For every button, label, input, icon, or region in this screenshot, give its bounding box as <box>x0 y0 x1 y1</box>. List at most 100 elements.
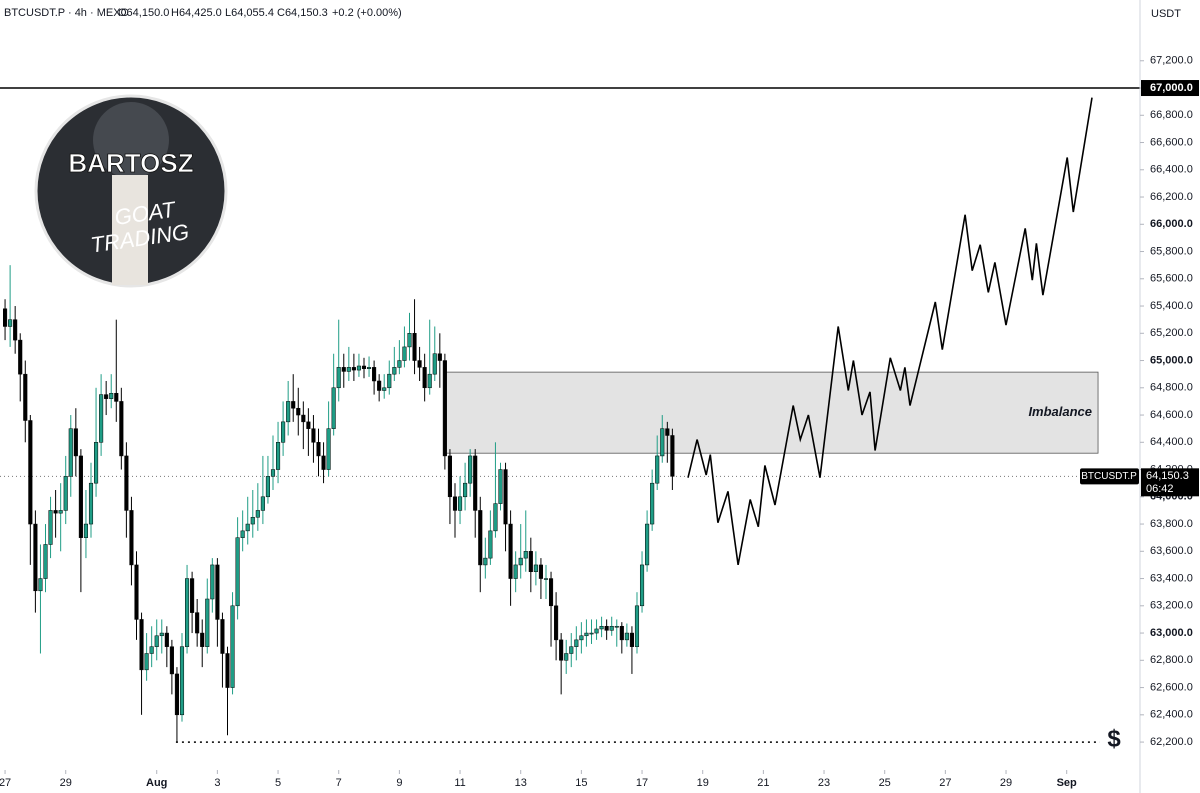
header-high: H64,425.0 <box>171 7 222 19</box>
candle-body <box>392 367 397 375</box>
candle-body <box>104 394 109 399</box>
candle-body <box>645 523 650 566</box>
logo: BARTOSZ GOAT TRADING <box>34 94 228 288</box>
projection-line <box>687 97 1093 566</box>
candle-body <box>99 394 104 443</box>
candle-body <box>346 367 351 372</box>
candle-body <box>604 625 609 631</box>
header-open: O64,150.0 <box>118 7 169 19</box>
header-change: +0.2 (+0.00%) <box>332 7 402 19</box>
y-tick-label: 62,600.0 <box>1150 681 1193 693</box>
y-tick-label: 65,800.0 <box>1150 245 1193 257</box>
candle-body <box>230 605 235 688</box>
candle-body <box>3 308 8 327</box>
candle-body <box>503 469 508 525</box>
candle-body <box>660 428 665 457</box>
candle-body <box>498 469 503 504</box>
candle-body <box>594 628 599 634</box>
x-tick-label: 21 <box>757 777 769 789</box>
candle-body <box>382 387 387 391</box>
x-tick-label: 5 <box>275 777 281 789</box>
candle-body <box>8 319 13 327</box>
x-tick-label: 17 <box>636 777 648 789</box>
candle-body <box>437 353 442 361</box>
x-tick-label: 29 <box>1000 777 1012 789</box>
candle-body <box>397 360 402 368</box>
x-tick-label: 27 <box>939 777 951 789</box>
x-tick-label: 29 <box>60 777 72 789</box>
candle-body <box>139 619 144 671</box>
x-tick-label: Sep <box>1057 777 1077 789</box>
candle-body <box>372 367 377 382</box>
candle-body <box>205 598 210 647</box>
candle-body <box>296 407 301 416</box>
candle-body <box>468 455 473 484</box>
candle-body <box>427 373 432 389</box>
candle-body <box>442 360 447 457</box>
candle-body <box>306 421 311 429</box>
y-tick-label: 66,200.0 <box>1150 191 1193 203</box>
symbol-tag <box>1080 468 1139 485</box>
currency: USDT <box>1151 8 1181 20</box>
candle-body <box>83 523 88 538</box>
candle-body <box>336 367 341 389</box>
header-symbol: BTCUSDT.P · 4h · MEXC <box>4 7 129 19</box>
candle-body <box>559 639 564 661</box>
candle-body <box>33 523 38 592</box>
y-tick-label: 63,600.0 <box>1150 545 1193 557</box>
candle-body <box>109 392 114 399</box>
candle-body <box>528 551 533 572</box>
countdown-label: 06:42 <box>1146 483 1174 495</box>
target-symbol: $ <box>1107 725 1121 752</box>
candle-body <box>154 635 159 647</box>
candle-body <box>407 333 412 348</box>
y-tick-label: 65,600.0 <box>1150 273 1193 285</box>
candle-body <box>73 428 78 457</box>
candle-body <box>23 373 28 421</box>
candle-body <box>452 496 458 511</box>
candle-body <box>321 455 326 470</box>
candle-body <box>478 510 483 566</box>
x-tick-label: 7 <box>336 777 342 789</box>
candle-body <box>599 625 604 630</box>
candle-body <box>240 530 245 538</box>
x-tick-label: 3 <box>214 777 220 789</box>
level-tag <box>1141 80 1199 97</box>
logo-name: BARTOSZ <box>68 148 193 178</box>
candle-body <box>164 632 169 647</box>
candle-body <box>624 632 629 641</box>
candle-body <box>447 455 452 498</box>
candle-body <box>316 442 321 457</box>
candle-body <box>270 469 276 477</box>
candle-body <box>331 387 336 429</box>
candle-body <box>38 578 43 592</box>
y-tick-label: 63,000.0 <box>1150 627 1193 639</box>
y-tick-label: 65,400.0 <box>1150 300 1193 312</box>
candle-body <box>650 482 655 525</box>
y-tick-label: 67,200.0 <box>1150 55 1193 67</box>
candle-body <box>235 537 240 607</box>
candle-body <box>134 564 139 620</box>
candle-body <box>483 557 488 566</box>
candle-body <box>245 523 250 532</box>
candle-body <box>275 442 281 470</box>
candle-body <box>265 476 270 498</box>
candle-body <box>311 428 316 443</box>
x-tick-label: 23 <box>818 777 830 789</box>
candle-body <box>614 625 619 628</box>
candle-body <box>589 632 594 635</box>
candle-body <box>94 442 99 484</box>
candle-body <box>564 653 569 661</box>
candle-body <box>58 510 63 514</box>
x-tick-label: 25 <box>879 777 891 789</box>
candle-body <box>543 578 549 580</box>
candle-body <box>377 380 382 391</box>
y-tick-label: 62,400.0 <box>1150 709 1193 721</box>
candle-body <box>422 367 427 389</box>
candle-body <box>356 365 361 371</box>
y-tick-label: 64,400.0 <box>1150 436 1193 448</box>
header-close: C64,150.3 <box>277 7 328 19</box>
y-tick-label: 62,200.0 <box>1150 736 1193 748</box>
candle-body <box>629 632 634 647</box>
